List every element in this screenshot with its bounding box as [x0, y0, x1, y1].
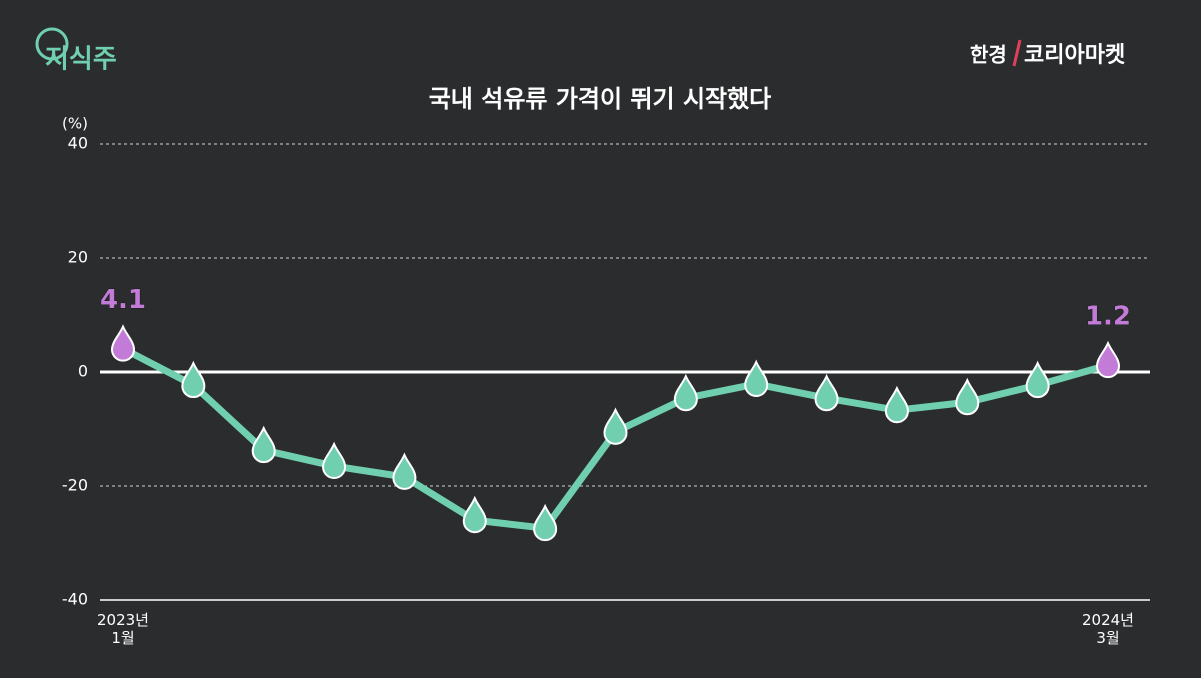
logo-slash [1012, 39, 1022, 67]
logo-brand: 한경 [970, 43, 1007, 67]
droplet-marker [110, 324, 136, 362]
x-tick-label: 2023년 1월 [97, 611, 149, 647]
droplet-marker [251, 425, 276, 464]
y-tick-label: 0 [78, 362, 88, 381]
droplet-marker [603, 407, 628, 445]
droplet-marker [955, 377, 980, 416]
x-tick-label: 2024년 3월 [1082, 611, 1134, 647]
droplet-marker [533, 503, 558, 542]
droplet-marker [1025, 360, 1050, 399]
droplet-marker [673, 373, 698, 412]
value-label: 4.1 [100, 285, 146, 315]
chart-title: 국내 석유류 가격이 뛰기 시작했다 [429, 85, 772, 113]
logo-left-icon [35, 27, 69, 61]
logo-name: 코리아마켓 [1024, 43, 1125, 68]
y-tick-label: -40 [62, 590, 88, 609]
droplet-marker [1095, 340, 1121, 379]
droplet-marker [462, 495, 487, 534]
value-label: 1.2 [1085, 302, 1131, 332]
droplet-marker [181, 360, 206, 399]
y-tick-label: 20 [68, 248, 88, 267]
logo-left: 지식주 [45, 45, 117, 75]
y-axis-label: (%) [62, 115, 88, 133]
y-tick-label: 40 [68, 134, 88, 153]
y-tick-label: -20 [62, 476, 88, 495]
droplet-marker [744, 359, 769, 397]
droplet-marker [392, 452, 417, 490]
droplet-marker [322, 441, 347, 479]
droplet-marker [884, 385, 909, 424]
droplet-marker [814, 373, 839, 412]
